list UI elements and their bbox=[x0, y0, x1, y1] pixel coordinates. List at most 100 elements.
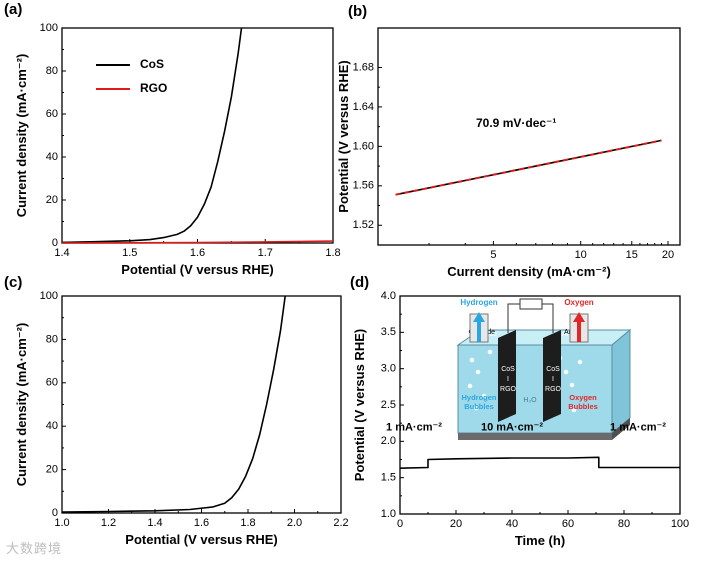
x-axis-title-a: Potential (V versus RHE) bbox=[121, 262, 273, 277]
x-tick-label-d: 60 bbox=[562, 518, 574, 530]
x-tick-label-b: 10 bbox=[575, 249, 587, 261]
legend-label-cos: CoS bbox=[140, 57, 164, 71]
oxygen-label: Oxygen bbox=[564, 298, 593, 307]
x-tick-label-d: 0 bbox=[397, 518, 403, 530]
wire-left bbox=[507, 303, 520, 333]
hydrogen-bubbles-label: Hydrogen bbox=[461, 393, 496, 402]
x-tick-label-d: 80 bbox=[618, 518, 630, 530]
x-axis-title-d: Time (h) bbox=[515, 533, 565, 548]
x-tick-label-c: 2.2 bbox=[333, 517, 348, 529]
y-tick-label-c: 80 bbox=[46, 333, 58, 345]
axes-frame-b bbox=[377, 27, 681, 246]
anode-material-label: RGO bbox=[545, 386, 562, 393]
y-tick-label-d: 1.5 bbox=[381, 472, 396, 484]
gas-bubble bbox=[475, 369, 481, 375]
y-tick-label-d: 3.5 bbox=[381, 326, 396, 338]
y-tick-label-b: 1.68 bbox=[353, 61, 374, 73]
x-tick-label-d: 40 bbox=[506, 518, 518, 530]
x-tick-label-d: 20 bbox=[450, 518, 462, 530]
water-label: H₂O bbox=[523, 397, 537, 404]
gas-bubble bbox=[487, 349, 493, 355]
chart-c: (c) 1.0 1.2 1.4 1.6 1.8 2.0 2.2 0 20 40 60 80 100 Pote… bbox=[4, 274, 349, 547]
y-tick-label-d: 4.0 bbox=[381, 290, 396, 302]
x-axis-title-b: Current density (mA·cm⁻²) bbox=[447, 264, 611, 279]
tank-water bbox=[457, 344, 613, 434]
y-tick-label-c: 100 bbox=[40, 290, 58, 302]
gas-bubble bbox=[577, 359, 583, 365]
series-line-b-tafel-fit bbox=[395, 139, 662, 196]
x-tick-label-c: 1.2 bbox=[101, 517, 116, 529]
y-tick-label-b: 1.56 bbox=[353, 180, 374, 192]
y-tick-label-d: 2.5 bbox=[381, 399, 396, 411]
anode-material-label: I bbox=[552, 376, 554, 383]
y-axis-title-d: Potential (V versus RHE) bbox=[352, 329, 367, 481]
wire-right bbox=[542, 303, 554, 333]
gas-bubble bbox=[481, 393, 487, 399]
anode-material-label: CoS bbox=[546, 366, 560, 373]
oxygen-arrow-icon bbox=[573, 312, 585, 342]
legend-label-rgo: RGO bbox=[140, 81, 167, 95]
anode-electrode bbox=[543, 330, 561, 422]
series-line-a-rgo bbox=[61, 240, 334, 244]
gas-bubble bbox=[473, 405, 479, 411]
y-tick-label-a: 100 bbox=[40, 22, 58, 34]
tank-side-wall bbox=[611, 328, 631, 435]
y-tick-label-b: 1.64 bbox=[353, 101, 374, 113]
tank-base-side bbox=[612, 418, 630, 440]
oxygen-bubbles-label: Bubbles bbox=[568, 402, 598, 411]
chart-b: (b) 5 10 15 20 1.52 1.56 1.60 1.64 1.68 Current de… bbox=[336, 3, 681, 279]
current-density-label: 1 mA·cm⁻² bbox=[386, 421, 442, 433]
gas-bubble bbox=[571, 407, 577, 413]
x-tick-label-b: 5 bbox=[490, 249, 496, 261]
y-tick-label-a: 40 bbox=[46, 151, 58, 163]
hydrogen-arrow-icon bbox=[473, 312, 485, 342]
y-tick-label-b: 1.60 bbox=[353, 140, 374, 152]
y-tick-label-a: 0 bbox=[52, 237, 58, 249]
y-tick-label-c: 60 bbox=[46, 377, 58, 389]
gas-bubble bbox=[469, 357, 475, 363]
hydrogen-bubbles-label: Bubbles bbox=[464, 402, 494, 411]
x-tick-label-d: 100 bbox=[671, 518, 689, 530]
y-tick-label-c: 20 bbox=[46, 464, 58, 476]
series-line-c-cos-rgo bbox=[61, 295, 286, 513]
x-tick-label-a: 1.8 bbox=[325, 247, 340, 259]
current-density-label: 10 mA·cm⁻² bbox=[481, 421, 543, 433]
panel-label-d: (d) bbox=[350, 274, 369, 291]
y-tick-label-d: 3.0 bbox=[381, 363, 396, 375]
resistor bbox=[519, 298, 543, 310]
x-tick-label-c: 1.4 bbox=[147, 517, 162, 529]
x-axis-title-c: Potential (V versus RHE) bbox=[125, 532, 277, 547]
gas-bubble bbox=[563, 369, 569, 375]
y-axis-title-c: Current density (mA·cm⁻²) bbox=[14, 323, 29, 487]
gas-bubble bbox=[569, 382, 575, 388]
x-tick-label-c: 1.0 bbox=[54, 517, 69, 529]
axes-frame-c bbox=[61, 295, 342, 514]
electrolyzer-inset: CathodeAnodeCathodeAnodeCoSIRGOCoSIRGOHy… bbox=[456, 298, 632, 440]
current-density-label: 1 mA·cm⁻² bbox=[610, 421, 666, 433]
panel-label-b: (b) bbox=[348, 3, 367, 20]
y-axis-title-a: Current density (mA·cm⁻²) bbox=[14, 54, 29, 218]
hydrogen-label: Hydrogen bbox=[460, 298, 497, 307]
cathode-material-label: CoS bbox=[501, 366, 515, 373]
chart-a: (a) 1.4 1.5 1.6 1.7 1.8 0 20 40 60 80 100 Potential … bbox=[4, 1, 341, 277]
chart-d: (d)CathodeAnodeCathodeAnodeCoSIRGOCoSIRG… bbox=[350, 274, 689, 548]
y-tick-label-c: 40 bbox=[46, 420, 58, 432]
watermark-text: 大数跨境 bbox=[6, 542, 63, 557]
cathode-material-label: RGO bbox=[500, 386, 517, 393]
gas-bubble bbox=[467, 383, 473, 389]
x-tick-label-b: 20 bbox=[662, 249, 674, 261]
y-axis-title-b: Potential (V versus RHE) bbox=[336, 60, 351, 212]
axes-frame-a bbox=[61, 27, 334, 244]
tank-base bbox=[458, 433, 612, 440]
x-tick-label-a: 1.5 bbox=[122, 247, 137, 259]
oxygen-bubbles-label: Oxygen bbox=[569, 393, 597, 402]
cathode-material-label: I bbox=[507, 376, 509, 383]
y-tick-label-a: 20 bbox=[46, 194, 58, 206]
x-tick-label-c: 2.0 bbox=[287, 517, 302, 529]
x-tick-label-c: 1.8 bbox=[240, 517, 255, 529]
series-line-d-chronopotentiometry bbox=[399, 456, 680, 469]
y-tick-label-d: 1.0 bbox=[381, 508, 396, 520]
cathode-electrode bbox=[498, 330, 516, 422]
y-tick-label-c: 0 bbox=[52, 507, 58, 519]
